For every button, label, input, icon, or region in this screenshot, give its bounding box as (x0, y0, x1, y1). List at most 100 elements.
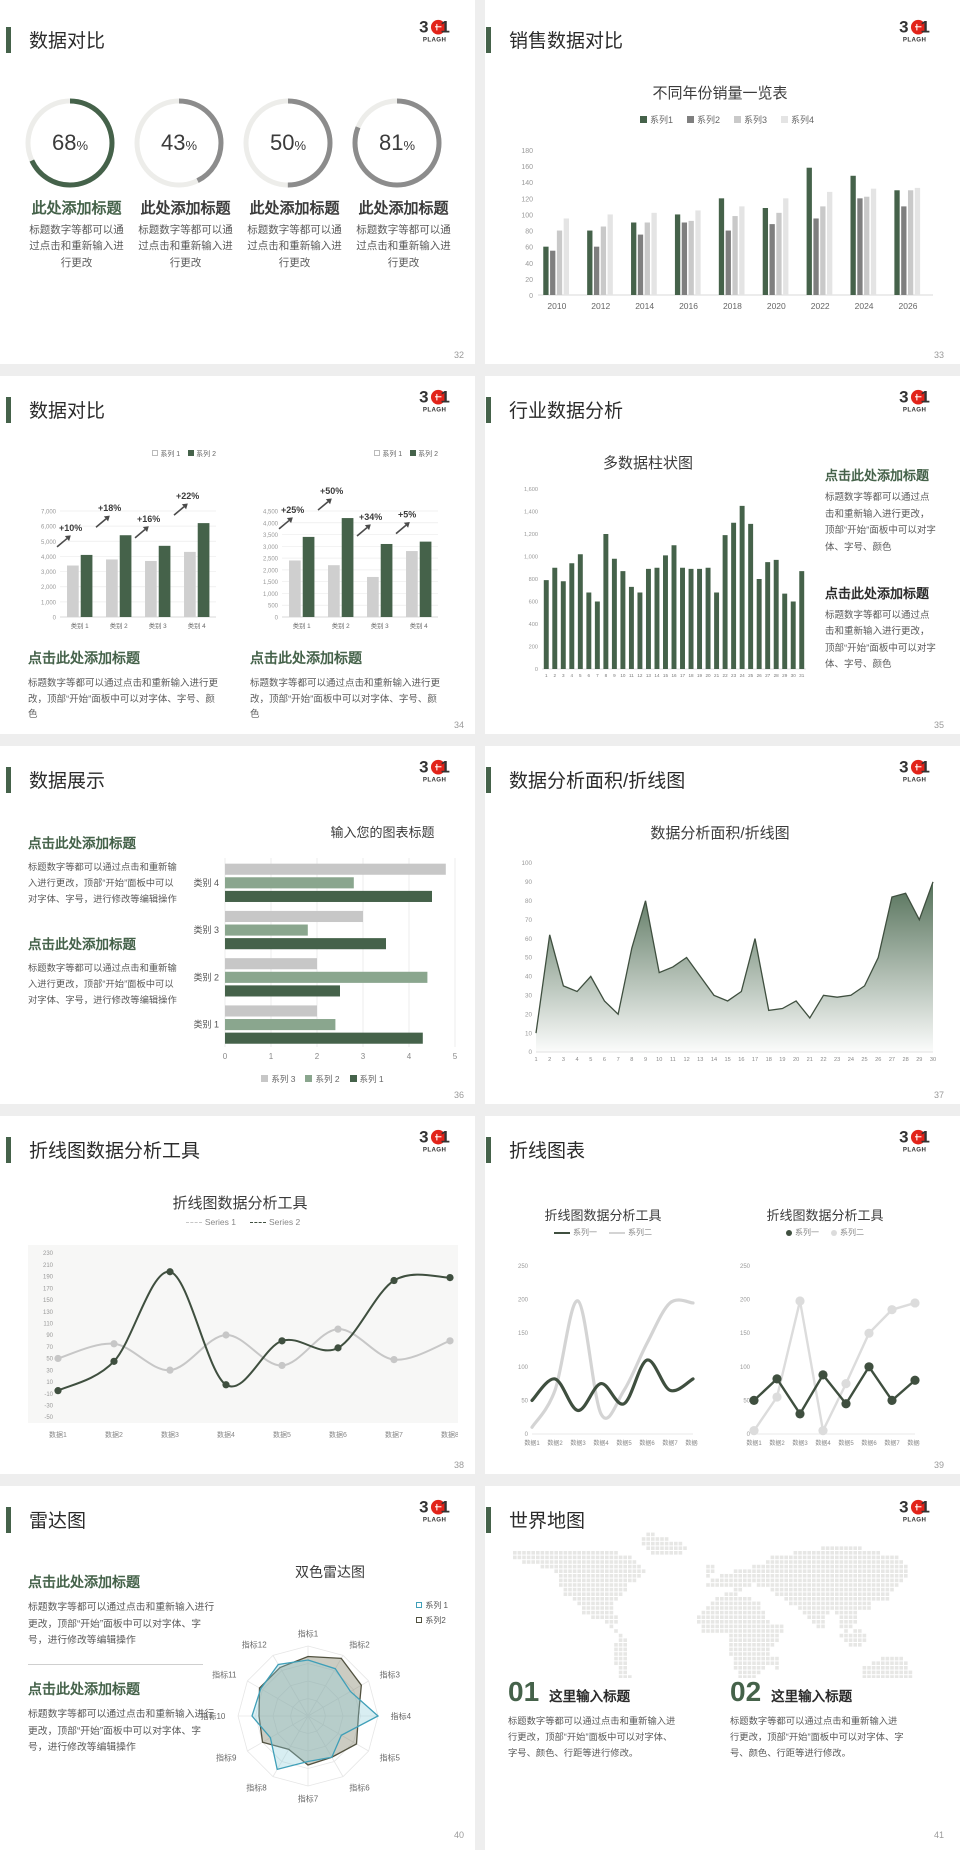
svg-text:数据1: 数据1 (49, 1430, 67, 1439)
svg-text:250: 250 (518, 1264, 529, 1270)
svg-text:+18%: +18% (98, 503, 121, 513)
svg-text:+34%: +34% (359, 512, 382, 522)
svg-text:数据3: 数据3 (161, 1430, 179, 1439)
svg-text:2020: 2020 (767, 301, 786, 311)
svg-text:30: 30 (791, 673, 797, 678)
svg-text:指标11: 指标11 (212, 1670, 237, 1680)
svg-text:200: 200 (518, 1298, 529, 1304)
svg-text:12: 12 (683, 1057, 689, 1063)
svg-text:2,000: 2,000 (41, 585, 57, 591)
svg-text:类别 3: 类别 3 (193, 924, 219, 935)
svg-text:3: 3 (419, 388, 428, 407)
svg-text:数据7: 数据7 (385, 1430, 403, 1439)
svg-text:1,000: 1,000 (524, 555, 538, 561)
svg-text:3: 3 (899, 1498, 908, 1517)
svg-text:100: 100 (521, 212, 533, 219)
svg-text:指标12: 指标12 (242, 1639, 267, 1649)
svg-text:3: 3 (419, 758, 428, 777)
svg-text:2016: 2016 (679, 301, 698, 311)
svg-text:指标9: 指标9 (216, 1752, 237, 1762)
svg-text:-10: -10 (44, 1392, 53, 1398)
svg-text:1: 1 (921, 388, 930, 407)
svg-text:100: 100 (740, 1365, 751, 1371)
svg-text:80: 80 (525, 898, 533, 905)
svg-text:数据5: 数据5 (838, 1439, 854, 1447)
svg-text:0: 0 (528, 1049, 532, 1056)
svg-text:9: 9 (644, 1057, 647, 1063)
svg-text:4: 4 (571, 673, 574, 678)
svg-text:27: 27 (765, 673, 771, 678)
svg-text:4,000: 4,000 (41, 555, 57, 561)
svg-text:50: 50 (525, 955, 533, 962)
svg-text:25: 25 (861, 1057, 867, 1063)
svg-text:0: 0 (275, 616, 279, 622)
svg-text:22: 22 (723, 673, 729, 678)
svg-text:指标6: 指标6 (349, 1783, 370, 1793)
svg-text:+22%: +22% (176, 491, 199, 501)
svg-text:10: 10 (46, 1380, 53, 1386)
svg-text:3: 3 (562, 673, 565, 678)
svg-text:14: 14 (654, 673, 660, 678)
svg-text:指标1: 指标1 (298, 1628, 319, 1638)
svg-text:数据6: 数据6 (639, 1439, 655, 1447)
svg-text:2,500: 2,500 (263, 557, 279, 563)
svg-text:40: 40 (525, 974, 533, 981)
svg-text:0: 0 (223, 1052, 228, 1061)
svg-text:17: 17 (752, 1057, 758, 1063)
svg-text:23: 23 (731, 673, 737, 678)
svg-text:类别 3: 类别 3 (149, 621, 167, 630)
svg-text:指标2: 指标2 (349, 1639, 370, 1649)
svg-text:60: 60 (525, 245, 533, 252)
svg-text:PLAGH: PLAGH (423, 777, 447, 784)
svg-text:类别 1: 类别 1 (71, 621, 89, 630)
svg-text:4,500: 4,500 (263, 510, 279, 516)
svg-text:30: 30 (525, 993, 533, 1000)
svg-text:类别 4: 类别 4 (410, 621, 428, 630)
svg-text:1,500: 1,500 (263, 580, 279, 586)
svg-text:190: 190 (43, 1275, 54, 1281)
svg-text:数据4: 数据4 (217, 1430, 235, 1439)
svg-text:数据8: 数据8 (907, 1439, 920, 1447)
svg-text:110: 110 (43, 1321, 53, 1327)
svg-text:3: 3 (419, 1128, 428, 1147)
svg-text:PLAGH: PLAGH (423, 407, 447, 414)
svg-text:PLAGH: PLAGH (903, 37, 927, 44)
svg-text:类别 2: 类别 2 (332, 621, 350, 630)
svg-text:1,000: 1,000 (263, 592, 279, 598)
svg-text:230: 230 (43, 1251, 54, 1257)
svg-text:25: 25 (748, 673, 754, 678)
svg-text:8: 8 (630, 1057, 633, 1063)
svg-text:3: 3 (899, 1128, 908, 1147)
svg-text:21: 21 (714, 673, 720, 678)
svg-text:20: 20 (793, 1057, 799, 1063)
svg-text:21: 21 (807, 1057, 813, 1063)
svg-text:6: 6 (588, 673, 591, 678)
svg-text:18: 18 (688, 673, 694, 678)
svg-text:1: 1 (534, 1057, 537, 1063)
svg-text:PLAGH: PLAGH (903, 1147, 927, 1154)
svg-text:3: 3 (899, 388, 908, 407)
svg-text:1: 1 (921, 758, 930, 777)
svg-text:类别 2: 类别 2 (193, 971, 219, 982)
svg-text:指标5: 指标5 (380, 1752, 401, 1762)
svg-text:15: 15 (663, 673, 669, 678)
svg-text:26: 26 (757, 673, 763, 678)
svg-text:+16%: +16% (137, 514, 160, 524)
svg-text:150: 150 (43, 1298, 54, 1304)
svg-text:250: 250 (740, 1264, 751, 1270)
svg-text:14: 14 (711, 1057, 717, 1063)
svg-text:10: 10 (525, 1030, 533, 1037)
svg-text:4: 4 (576, 1057, 579, 1063)
svg-text:类别 1: 类别 1 (193, 1019, 219, 1030)
svg-text:7: 7 (617, 1057, 620, 1063)
svg-text:数据5: 数据5 (273, 1430, 291, 1439)
svg-text:指标8: 指标8 (246, 1783, 267, 1793)
svg-text:26: 26 (875, 1057, 881, 1063)
svg-text:7,000: 7,000 (41, 510, 57, 516)
svg-text:24: 24 (740, 673, 746, 678)
svg-text:3: 3 (419, 18, 428, 37)
svg-text:指标4: 指标4 (391, 1711, 412, 1721)
svg-text:1,000: 1,000 (41, 600, 57, 606)
svg-text:数据1: 数据1 (746, 1439, 762, 1447)
svg-text:29: 29 (782, 673, 788, 678)
